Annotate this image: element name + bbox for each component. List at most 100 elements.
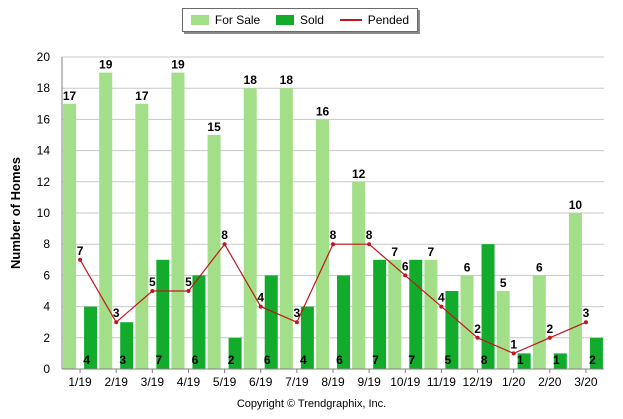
legend-label-for-sale: For Sale (214, 13, 261, 27)
sold-bar (373, 259, 387, 369)
for-sale-bar (279, 88, 293, 369)
pended-point (547, 335, 552, 340)
pended-value-label: 4 (438, 291, 445, 305)
for-sale-value-label: 10 (569, 198, 583, 212)
pended-line (78, 242, 588, 356)
for-sale-value-label: 7 (428, 245, 435, 259)
for-sale-value-label: 17 (63, 89, 77, 103)
sold-value-label: 3 (119, 353, 126, 367)
x-tick-label: 8/19 (321, 375, 345, 389)
sold-bar (84, 306, 98, 369)
y-tick-label: 6 (43, 268, 50, 282)
x-tick-label: 1/20 (502, 375, 526, 389)
for-sale-bar (171, 72, 185, 369)
for-sale-bar (424, 259, 438, 369)
y-tick-label: 20 (37, 50, 51, 64)
for-sale-value-label: 19 (171, 58, 185, 72)
for-sale-bar (243, 88, 257, 369)
pended-point (367, 242, 372, 247)
sold-bar (300, 306, 314, 369)
sold-bar (553, 353, 567, 369)
for-sale-bar (99, 72, 113, 369)
pended-point (186, 289, 191, 293)
sold-value-label: 6 (192, 353, 199, 367)
for-sale-value-label: 15 (207, 120, 221, 134)
pended-point (114, 320, 119, 325)
y-tick-label: 0 (43, 362, 50, 376)
pended-value-label: 7 (77, 244, 84, 258)
legend: For Sale Sold Pended (182, 8, 418, 32)
sold-bar (264, 275, 278, 369)
x-tick-label: 9/19 (357, 375, 381, 389)
x-tick-label: 1/19 (68, 375, 92, 389)
for-sale-value-label: 17 (135, 89, 149, 103)
for-sale-bar (568, 213, 582, 369)
sold-value-label: 4 (300, 353, 307, 367)
pended-point (331, 242, 335, 247)
y-tick-label: 8 (43, 237, 50, 251)
x-tick-label: 7/19 (285, 375, 309, 389)
bars (63, 72, 603, 370)
for-sale-bar (388, 259, 402, 369)
sold-value-label: 5 (445, 353, 452, 367)
pended-point (78, 257, 83, 262)
y-axis-label: Number of Homes (8, 157, 23, 269)
pended-value-label: 8 (366, 228, 373, 242)
sold-bar (192, 275, 206, 369)
for-sale-bar (207, 135, 221, 369)
y-tick-label: 10 (37, 206, 51, 220)
x-tick-label: 5/19 (213, 375, 237, 389)
pended-value-label: 3 (113, 306, 120, 320)
sold-value-label: 1 (553, 353, 560, 367)
copyright-footer: Copyright © Trendgraphix, Inc. (236, 398, 387, 410)
pended-value-label: 4 (257, 291, 264, 305)
for-sale-value-label: 7 (391, 245, 398, 259)
for-sale-bar (532, 275, 546, 369)
pended-value-label: 1 (510, 337, 517, 351)
pended-value-label: 2 (546, 322, 553, 336)
pended-point (475, 335, 480, 340)
sold-value-label: 8 (481, 353, 488, 367)
legend-label-pended: Pended (367, 13, 410, 27)
x-tick-label: 10/19 (390, 375, 420, 389)
pended-point (403, 273, 408, 278)
pended-point (258, 304, 263, 309)
y-tick-label: 14 (37, 144, 51, 158)
sold-value-label: 4 (83, 353, 90, 367)
pended-value-label: 6 (402, 259, 409, 273)
for-sale-bar (460, 275, 474, 369)
pended-point (294, 320, 299, 325)
sold-swatch (275, 15, 294, 25)
x-tick-label: 2/20 (538, 375, 562, 389)
for-sale-bar (352, 181, 366, 369)
sold-bar (337, 275, 350, 369)
legend-item-pended: Pended (339, 13, 410, 27)
sold-value-label: 2 (589, 353, 596, 367)
sold-bar (156, 259, 170, 369)
sold-value-label: 1 (517, 353, 524, 367)
sold-value-label: 2 (228, 353, 235, 367)
pended-value-label: 5 (149, 275, 156, 289)
for-sale-value-label: 12 (352, 167, 366, 181)
for-sale-value-label: 5 (500, 276, 507, 290)
pended-value-label: 8 (330, 228, 337, 242)
for-sale-value-label: 18 (280, 73, 294, 87)
pended-point (439, 304, 444, 309)
pended-swatch (339, 19, 362, 21)
x-tick-label: 3/20 (574, 375, 598, 389)
pended-value-label: 5 (185, 275, 192, 289)
for-sale-swatch (190, 15, 209, 25)
legend-label-sold: Sold (299, 13, 324, 27)
data-labels: 1741931771961521861841661277775685161102… (63, 58, 596, 367)
y-tick-label: 12 (37, 175, 51, 189)
legend-item-sold: Sold (275, 13, 324, 27)
x-tick-label: 4/19 (177, 375, 201, 389)
sold-bar (589, 337, 603, 369)
x-tick-label: 12/19 (463, 375, 493, 389)
for-sale-value-label: 16 (316, 104, 330, 118)
pended-point (583, 320, 588, 325)
for-sale-value-label: 18 (244, 73, 258, 87)
for-sale-value-label: 6 (464, 260, 471, 274)
